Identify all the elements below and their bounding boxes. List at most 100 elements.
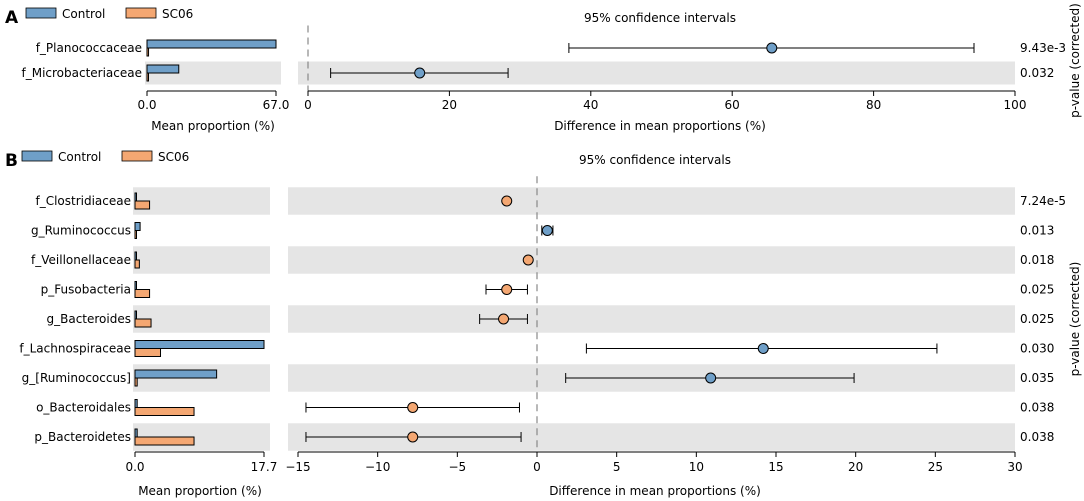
- p-value: 7.24e-5: [1020, 194, 1066, 208]
- legend: Control SC06: [21, 150, 189, 164]
- row-label: f_Lachnospiraceae: [19, 342, 131, 356]
- row-band-left: [133, 187, 270, 215]
- diff-point: [501, 284, 513, 295]
- bar-control: [146, 64, 180, 74]
- bar-sc06: [134, 377, 138, 387]
- bar-control: [134, 369, 218, 379]
- diff-axis-tick-label: 5: [613, 460, 621, 474]
- bar-sc06: [134, 289, 151, 298]
- bar-sc06: [146, 47, 150, 57]
- row-o-bacteroidales: o_Bacteroidales 0.038: [36, 399, 1054, 416]
- diff-axis-tick-label: −10: [365, 460, 390, 474]
- row-g-ruminococcus: g_Ruminococcus 0.013: [31, 222, 1054, 239]
- row-label: g_[Ruminococcus]: [22, 371, 131, 385]
- p-value: 9.43e-3: [1020, 41, 1066, 55]
- row-label: f_Microbacteriaceae: [21, 66, 142, 80]
- row-g-bacteroides: g_Bacteroides 0.025: [47, 305, 1054, 333]
- row-g-ruminococcus-: g_[Ruminococcus] 0.035: [22, 364, 1054, 392]
- row-f-microbacteriaceae: f_Microbacteriaceae 0.032: [21, 61, 1054, 85]
- diff-axis-tick-label: 0: [533, 460, 541, 474]
- diff-axis-tick-label: 0: [304, 98, 312, 112]
- diff-axis-title: Difference in mean proportions (%): [554, 119, 766, 133]
- diff-axis-tick-label: 20: [442, 98, 457, 112]
- bar-axis-tick-label: 0.0: [137, 98, 156, 112]
- p-value: 0.030: [1020, 342, 1054, 356]
- row-label: o_Bacteroidales: [36, 401, 131, 415]
- legend-swatch-control: [21, 150, 53, 162]
- row-f-clostridiaceae: f_Clostridiaceae 7.24e-5: [35, 187, 1066, 215]
- diff-point: [414, 67, 426, 79]
- legend: Control SC06: [25, 7, 193, 21]
- bar-control: [134, 192, 137, 202]
- diff-point: [501, 195, 513, 207]
- row-label: f_Veillonellaceae: [31, 253, 131, 267]
- bar-sc06: [134, 259, 140, 269]
- diff-point: [757, 343, 769, 354]
- row-band-right: [288, 246, 1015, 274]
- diff-axis-tick-label: −15: [285, 460, 310, 474]
- diff-axis-tick-label: 60: [725, 98, 740, 112]
- diff-axis-tick-label: 15: [768, 460, 783, 474]
- row-band-right: [288, 305, 1015, 333]
- ci-title: 95% confidence intervals: [584, 11, 736, 25]
- bar-axis: 0.0 67.0 Mean proportion (%): [137, 90, 290, 133]
- diff-axis-tick-label: 20: [848, 460, 863, 474]
- legend-swatch-sc06: [125, 7, 157, 19]
- bar-control: [134, 251, 137, 261]
- row-label: f_Planococcaceae: [36, 41, 142, 55]
- bar-sc06: [134, 230, 137, 239]
- bar-sc06: [134, 348, 162, 357]
- row-f-lachnospiraceae: f_Lachnospiraceae 0.030: [19, 340, 1054, 357]
- bar-axis-tick-label: 17.7: [251, 460, 278, 474]
- bar-axis-tick-label: 67.0: [263, 98, 290, 112]
- bar-control: [134, 340, 265, 349]
- bar-sc06: [146, 72, 149, 82]
- diff-point: [705, 372, 717, 384]
- bar-control: [134, 399, 138, 408]
- panel-letter: B: [5, 151, 18, 171]
- pvalue-axis-title: p-value (corrected): [1068, 3, 1082, 118]
- bar-control: [134, 222, 141, 231]
- diff-axis-tick-label: 30: [1007, 460, 1022, 474]
- diff-axis-tick-label: 80: [866, 98, 881, 112]
- bar-axis-tick-label: 0.0: [125, 460, 144, 474]
- legend-label-sc06: SC06: [162, 7, 193, 21]
- p-value: 0.018: [1020, 253, 1054, 267]
- bar-control: [134, 428, 138, 438]
- panel-a: A Control SC06 95% confidence intervals f_Pl…: [5, 3, 1082, 133]
- bar-control: [134, 310, 137, 320]
- legend-label-control: Control: [58, 150, 101, 164]
- row-band-left: [133, 246, 270, 274]
- diff-point: [407, 402, 419, 413]
- ci-title: 95% confidence intervals: [579, 153, 731, 167]
- legend-swatch-control: [25, 7, 57, 19]
- diff-point: [407, 431, 419, 443]
- diff-axis-tick-label: −5: [448, 460, 466, 474]
- row-label: g_Bacteroides: [47, 312, 132, 326]
- bar-control: [134, 281, 137, 290]
- diff-point: [766, 42, 778, 54]
- bar-sc06: [134, 200, 151, 210]
- row-f-planococcaceae: f_Planococcaceae 9.43e-3: [36, 39, 1066, 57]
- p-value: 0.025: [1020, 283, 1054, 297]
- legend-label-sc06: SC06: [158, 150, 189, 164]
- diff-point: [498, 313, 510, 325]
- row-label: p_Bacteroidetes: [34, 430, 131, 444]
- row-band-right: [288, 187, 1015, 215]
- row-label: f_Clostridiaceae: [35, 194, 131, 208]
- diff-axis-title: Difference in mean proportions (%): [549, 484, 761, 498]
- diff-axis-tick-label: 40: [583, 98, 598, 112]
- row-label: g_Ruminococcus: [31, 224, 131, 238]
- legend-swatch-sc06: [121, 150, 153, 162]
- row-band-right: [298, 61, 1015, 85]
- p-value: 0.038: [1020, 430, 1054, 444]
- p-value: 0.013: [1020, 224, 1054, 238]
- p-value: 0.035: [1020, 371, 1054, 385]
- bar-axis-title: Mean proportion (%): [138, 484, 262, 498]
- diff-axis: −15 −10 −5 0 5 10 15 20 25 30 Difference in mean p…: [285, 451, 1023, 498]
- diff-axis-tick-label: 100: [1004, 98, 1027, 112]
- row-band-left: [133, 305, 270, 333]
- legend-label-control: Control: [62, 7, 105, 21]
- diff-point: [541, 225, 553, 236]
